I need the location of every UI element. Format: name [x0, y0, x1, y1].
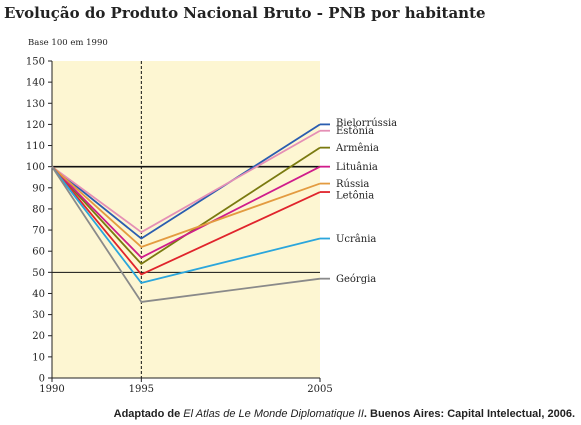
y-tick-label: 100 [26, 162, 45, 173]
series-label: Lituânia [336, 162, 378, 173]
series-line [51, 165, 321, 259]
series-line [51, 123, 321, 240]
chart-subtitle: Base 100 em 1990 [28, 38, 108, 48]
series-line [51, 165, 321, 248]
series-line [51, 146, 321, 265]
source-book: El Atlas de Le Monde Diplomatique II [183, 408, 364, 420]
source-prefix: Adaptado de [113, 408, 184, 420]
x-tick-label: 2005 [307, 384, 332, 395]
series-label: Estônia [336, 126, 374, 137]
series-line [51, 166, 321, 276]
y-tick-label: 50 [32, 268, 45, 279]
chart-title: Evolução do Produto Nacional Bruto - PNB… [4, 4, 486, 22]
y-tick-label: 70 [32, 226, 45, 237]
y-tick-label: 20 [32, 331, 45, 342]
series-line [51, 166, 321, 303]
y-tick-label: 80 [32, 204, 45, 215]
y-tick-label: 140 [26, 78, 45, 89]
y-tick-label: 150 [26, 57, 45, 68]
y-tick-label: 0 [39, 374, 45, 385]
source-suffix: . Buenos Aires: Capital Intelectual, 200… [363, 408, 575, 420]
series-label: Bielorrússia [336, 118, 397, 129]
y-tick-label: 10 [32, 352, 45, 363]
x-tick-label: 1990 [39, 384, 64, 395]
y-tick-label: 40 [32, 289, 45, 300]
y-tick-label: 60 [32, 247, 45, 258]
series-label: Armênia [335, 143, 379, 154]
y-tick-label: 120 [26, 120, 45, 131]
y-tick-label: 30 [32, 310, 45, 321]
series-label: Rússia [336, 179, 369, 190]
source-caption: Adaptado de El Atlas de Le Monde Diploma… [114, 408, 575, 420]
y-tick-label: 110 [26, 141, 45, 152]
x-tick-label: 1995 [129, 384, 154, 395]
series-label: Ucrânia [336, 234, 376, 245]
series-label: Geórgia [336, 274, 376, 285]
series-label: Letônia [336, 191, 374, 202]
series-line [51, 166, 321, 284]
series-line [51, 129, 321, 234]
y-tick-label: 90 [32, 183, 45, 194]
y-tick-label: 130 [26, 99, 45, 110]
